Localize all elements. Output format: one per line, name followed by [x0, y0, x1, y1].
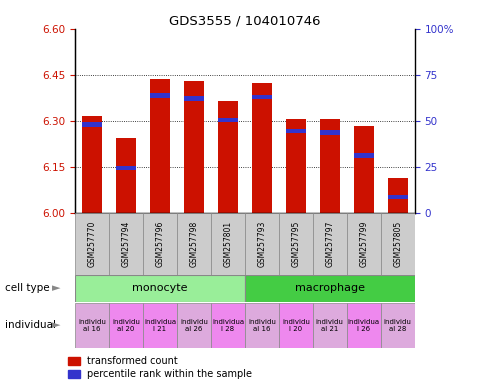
Text: ►: ►	[51, 283, 60, 293]
Bar	[319, 119, 339, 213]
Text: individual: individual	[5, 320, 56, 331]
Text: individu
al 26: individu al 26	[180, 319, 208, 332]
Bar	[387, 178, 407, 213]
Text: individu
al 16: individu al 16	[247, 319, 275, 332]
Bar	[75, 213, 109, 275]
Bar	[244, 275, 414, 302]
Bar	[346, 303, 380, 348]
Text: individu
al 28: individu al 28	[383, 319, 411, 332]
Text: ►: ►	[51, 320, 60, 331]
Text: monocyte: monocyte	[132, 283, 187, 293]
Legend: transformed count, percentile rank within the sample: transformed count, percentile rank withi…	[68, 356, 252, 379]
Text: cell type: cell type	[5, 283, 49, 293]
Bar	[177, 213, 211, 275]
Text: GSM257770: GSM257770	[88, 221, 96, 267]
Bar	[244, 213, 278, 275]
Bar	[150, 93, 170, 98]
Bar	[312, 213, 346, 275]
Text: GSM257799: GSM257799	[359, 221, 367, 267]
Bar	[150, 79, 170, 213]
Bar	[353, 126, 373, 213]
Bar	[285, 119, 305, 213]
Bar	[177, 303, 211, 348]
Bar	[285, 129, 305, 133]
Bar	[143, 303, 177, 348]
Text: GSM257796: GSM257796	[155, 221, 164, 267]
Bar	[244, 303, 278, 348]
Bar	[109, 213, 143, 275]
Bar	[75, 275, 244, 302]
Bar	[82, 122, 102, 127]
Text: GSM257798: GSM257798	[189, 221, 198, 267]
Text: individu
al 21: individu al 21	[315, 319, 343, 332]
Text: individua
l 21: individua l 21	[144, 319, 176, 332]
Bar	[116, 138, 136, 213]
Bar	[380, 213, 414, 275]
Text: individua
l 26: individua l 26	[347, 319, 379, 332]
Bar	[217, 101, 238, 213]
Text: individu
al 20: individu al 20	[112, 319, 140, 332]
Text: individua
l 28: individua l 28	[212, 319, 243, 332]
Text: macrophage: macrophage	[294, 283, 364, 293]
Bar	[143, 213, 177, 275]
Text: GSM257793: GSM257793	[257, 221, 266, 267]
Bar	[116, 166, 136, 170]
Bar	[278, 303, 312, 348]
Text: individu
al 16: individu al 16	[78, 319, 106, 332]
Bar	[278, 213, 312, 275]
Bar	[251, 83, 272, 213]
Bar	[109, 303, 143, 348]
Title: GDS3555 / 104010746: GDS3555 / 104010746	[169, 15, 320, 28]
Bar	[346, 213, 380, 275]
Bar	[183, 81, 204, 213]
Text: GSM257795: GSM257795	[291, 221, 300, 267]
Bar	[217, 118, 238, 122]
Text: GSM257797: GSM257797	[325, 221, 333, 267]
Bar	[75, 303, 109, 348]
Text: GSM257805: GSM257805	[393, 221, 401, 267]
Bar	[211, 213, 244, 275]
Bar	[387, 195, 407, 199]
Bar	[82, 116, 102, 213]
Bar	[211, 303, 244, 348]
Text: GSM257801: GSM257801	[223, 221, 232, 267]
Bar	[183, 96, 204, 101]
Bar	[319, 130, 339, 135]
Bar	[380, 303, 414, 348]
Bar	[312, 303, 346, 348]
Text: individu
l 20: individu l 20	[281, 319, 309, 332]
Bar	[353, 153, 373, 158]
Text: GSM257794: GSM257794	[121, 221, 130, 267]
Bar	[251, 95, 272, 99]
